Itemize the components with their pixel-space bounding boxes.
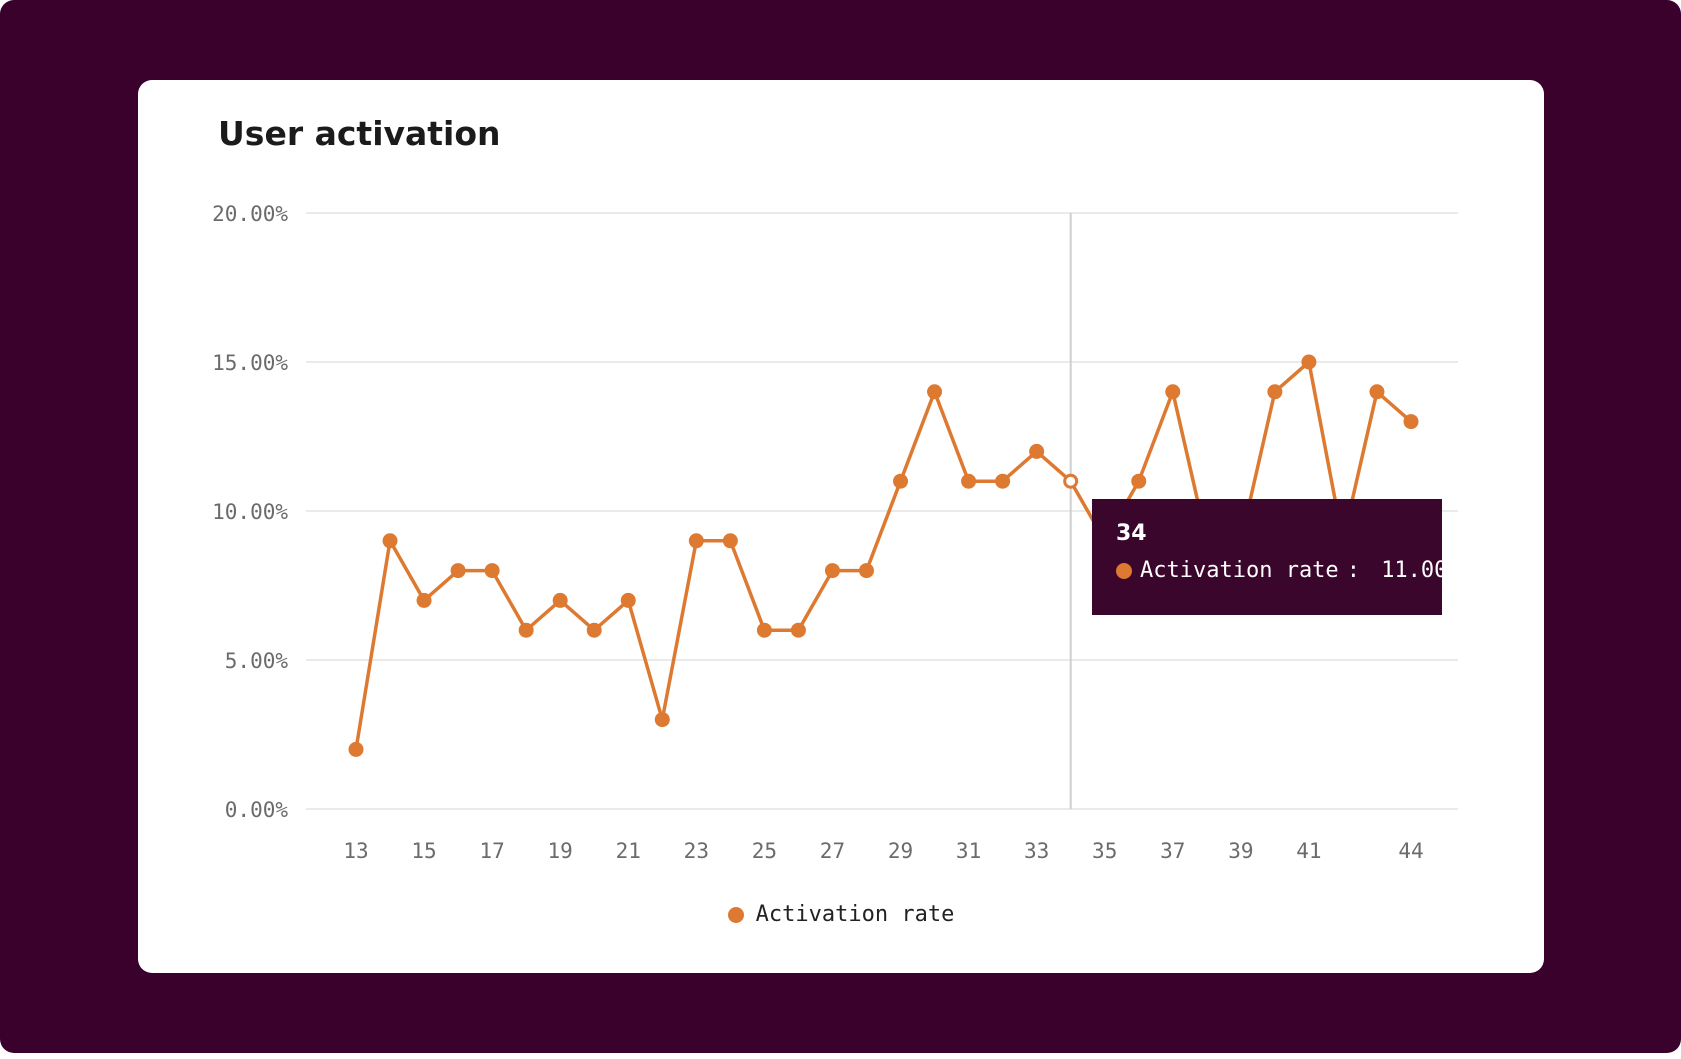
x-tick-label: 13 — [343, 839, 368, 863]
data-point — [450, 563, 466, 579]
x-tick-label: 37 — [1160, 839, 1185, 863]
data-point — [1131, 473, 1147, 489]
data-point — [586, 622, 602, 638]
data-point — [348, 741, 364, 757]
data-point — [790, 622, 806, 638]
x-tick-label: 39 — [1228, 839, 1253, 863]
tooltip-series-label: Activation rate — [1140, 558, 1339, 583]
x-axis: 13 15 17 19 21 23 25 27 29 31 33 35 37 39 41 44 — [343, 839, 1423, 863]
data-point — [1301, 354, 1317, 370]
data-point — [1165, 384, 1181, 400]
x-tick-label: 21 — [616, 839, 641, 863]
x-tick-label: 44 — [1398, 839, 1423, 863]
y-tick-label: 5.00% — [225, 649, 289, 673]
data-point — [893, 473, 909, 489]
data-point — [961, 473, 977, 489]
data-point-active — [1063, 473, 1079, 489]
data-point — [416, 592, 432, 608]
y-tick-label: 20.00% — [212, 202, 288, 226]
data-point — [1369, 384, 1385, 400]
data-point — [1029, 443, 1045, 459]
x-tick-label: 19 — [548, 839, 573, 863]
data-point — [518, 622, 534, 638]
x-tick-label: 33 — [1024, 839, 1049, 863]
data-point — [382, 533, 398, 549]
tooltip: 34 Activation rate: 11.00% — [1092, 499, 1461, 615]
data-point — [1403, 414, 1419, 430]
tooltip-value: 11.00% — [1381, 558, 1461, 583]
tooltip-swatch — [1116, 562, 1132, 579]
x-tick-label: 17 — [479, 839, 504, 863]
x-tick-label: 27 — [820, 839, 845, 863]
x-tick-label: 35 — [1092, 839, 1117, 863]
data-point — [552, 592, 568, 608]
tooltip-separator: : — [1346, 558, 1374, 583]
y-axis: 0.00% 5.00% 10.00% 15.00% 20.00% — [212, 202, 288, 822]
x-tick-label: 25 — [752, 839, 777, 863]
tooltip-title: 34 — [1116, 521, 1147, 546]
data-point — [484, 563, 500, 579]
chart-title: User activation — [218, 114, 501, 153]
x-tick-label: 29 — [888, 839, 913, 863]
data-point — [858, 563, 874, 579]
legend-swatch — [727, 906, 744, 923]
legend-label: Activation rate — [755, 902, 955, 927]
y-tick-label: 15.00% — [212, 351, 288, 375]
y-tick-label: 0.00% — [225, 798, 289, 822]
y-tick-label: 10.00% — [212, 500, 288, 524]
x-tick-label: 23 — [684, 839, 709, 863]
x-tick-label: 31 — [956, 839, 981, 863]
x-tick-label: 41 — [1296, 839, 1321, 863]
data-point — [688, 533, 704, 549]
data-point — [927, 384, 943, 400]
chart-card: User activation 0.00% 5.00% 10.00% 15.00% 20… — [138, 80, 1544, 973]
data-point — [1267, 384, 1283, 400]
tooltip-row: Activation rate: 11.00% — [1116, 558, 1461, 583]
data-point — [654, 712, 670, 728]
data-point — [722, 533, 738, 549]
legend[interactable]: Activation rate — [138, 902, 1544, 927]
data-point — [756, 622, 772, 638]
data-point — [995, 473, 1011, 489]
data-point — [824, 563, 840, 579]
data-point — [620, 592, 636, 608]
x-tick-label: 15 — [411, 839, 436, 863]
